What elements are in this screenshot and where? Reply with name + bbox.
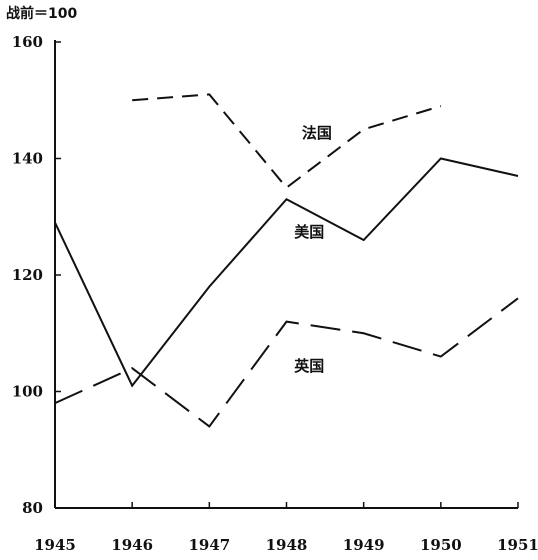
series-line-2 [54, 157, 519, 388]
tick-labels: 80 100 120 140 160 1945 1946 1947 1948 1949 1950 19… [12, 33, 538, 554]
y-tick-label: 140 [12, 150, 43, 168]
x-tick-label: 1945 [34, 536, 76, 554]
x-tick-label: 1948 [266, 536, 308, 554]
x-tick-label: 1946 [111, 536, 153, 554]
series-lines [54, 93, 519, 428]
x-tick-label: 1947 [188, 536, 230, 554]
axes [54, 40, 519, 509]
series-line-1 [132, 93, 442, 189]
series-label-2: 美国 [294, 223, 324, 241]
y-tick-label: 100 [12, 383, 43, 401]
series-label-3: 英国 [294, 357, 324, 375]
x-tick-label: 1951 [497, 536, 538, 554]
x-tick-label: 1950 [420, 536, 462, 554]
y-tick-label: 80 [22, 499, 43, 517]
y-tick-label: 160 [12, 33, 43, 51]
x-tick-label: 1949 [343, 536, 385, 554]
series-line-3 [54, 297, 519, 428]
series-label-1: 法国 [302, 124, 332, 142]
y-unit-label: 战前＝100 [6, 5, 77, 22]
y-tick-label: 120 [12, 266, 43, 284]
